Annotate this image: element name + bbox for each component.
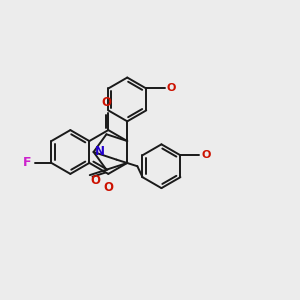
- Text: O: O: [201, 150, 210, 160]
- Text: O: O: [167, 83, 176, 94]
- Text: O: O: [101, 96, 111, 109]
- Text: N: N: [94, 146, 105, 158]
- Text: F: F: [22, 156, 31, 170]
- Text: O: O: [91, 174, 101, 187]
- Text: O: O: [103, 181, 113, 194]
